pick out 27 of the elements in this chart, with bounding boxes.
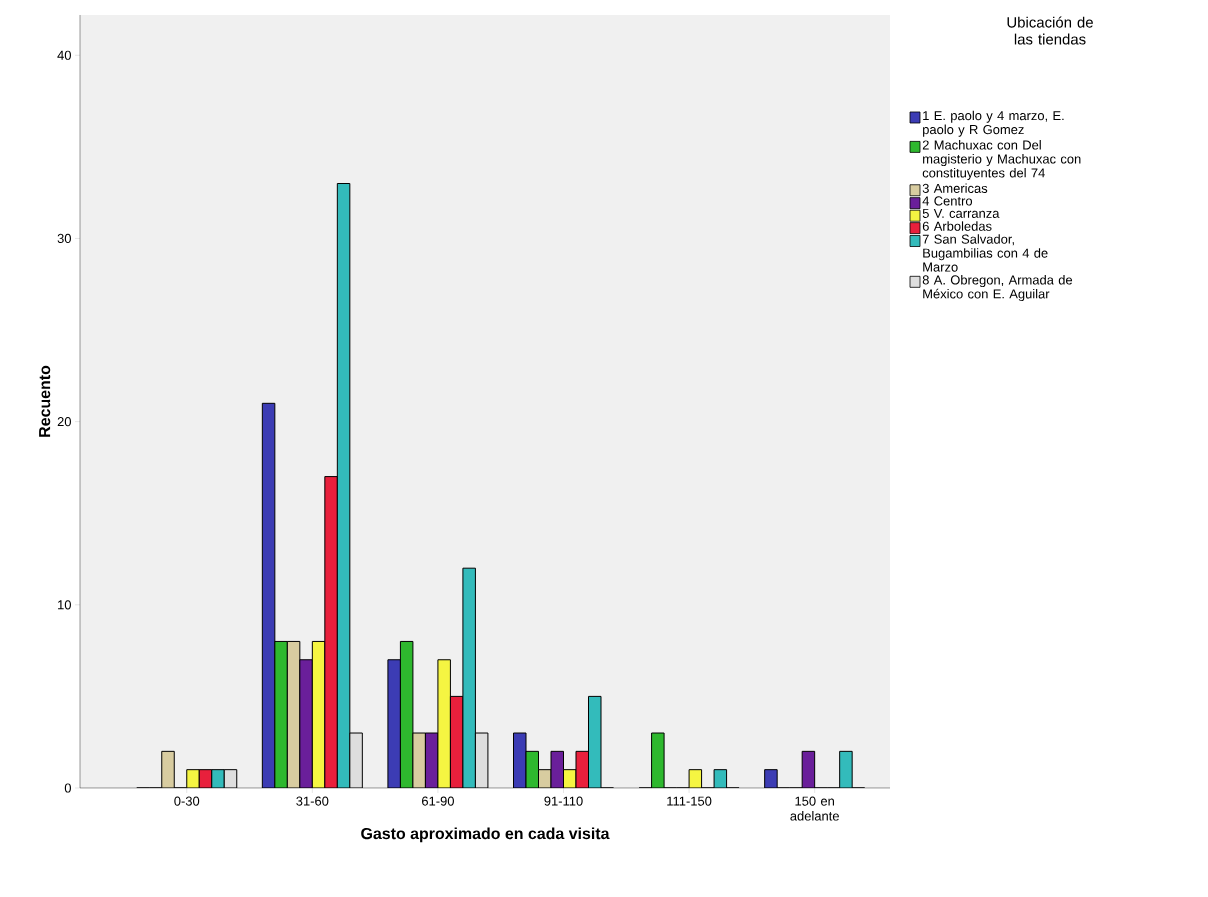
- x-axis-title: Gasto aproximado en cada visita: [361, 827, 610, 843]
- legend-label: 4 Centro: [922, 196, 973, 206]
- legend-label: 3 Americas: [922, 183, 988, 193]
- y-tick-label: 20: [57, 417, 71, 427]
- legend-title: Ubicación de las tiendas: [1007, 16, 1093, 45]
- y-tick-label: 30: [57, 233, 71, 244]
- x-tick-label: 150 en adelante: [790, 796, 839, 821]
- bar: [324, 476, 338, 788]
- x-tick-label: 61-90: [422, 796, 454, 806]
- y-tick-label: 40: [57, 50, 71, 60]
- y-axis-title: Recuento: [39, 365, 51, 437]
- legend-label: 7 San Salvador, Bugambilias con 4 de Marzo: [922, 234, 1048, 272]
- y-tick-label: 0: [64, 783, 71, 793]
- x-tick-label: 0-30: [174, 796, 200, 806]
- bar: [161, 750, 175, 788]
- bar: [299, 659, 313, 788]
- legend-label: 8 A. Obregon, Armada de México con E. Aguilar: [922, 275, 1073, 302]
- x-tick-label: 91-110: [544, 796, 583, 806]
- y-tick-label: 10: [58, 600, 71, 610]
- legend-label: 1 E. paolo y 4 marzo, E. paolo y R Gomez: [923, 110, 1064, 137]
- bar: [274, 640, 288, 788]
- x-tick-label: 111-150: [667, 796, 712, 806]
- legend-label: 6 Arboledas: [922, 221, 992, 231]
- legend-label: 2 Machuxac con Del magisterio y Machuxac con constituyentes del 74: [922, 140, 1081, 181]
- x-tick-label: 31-60: [296, 796, 329, 806]
- bar: [349, 732, 363, 788]
- legend-label: 5 V. carranza: [922, 208, 1000, 218]
